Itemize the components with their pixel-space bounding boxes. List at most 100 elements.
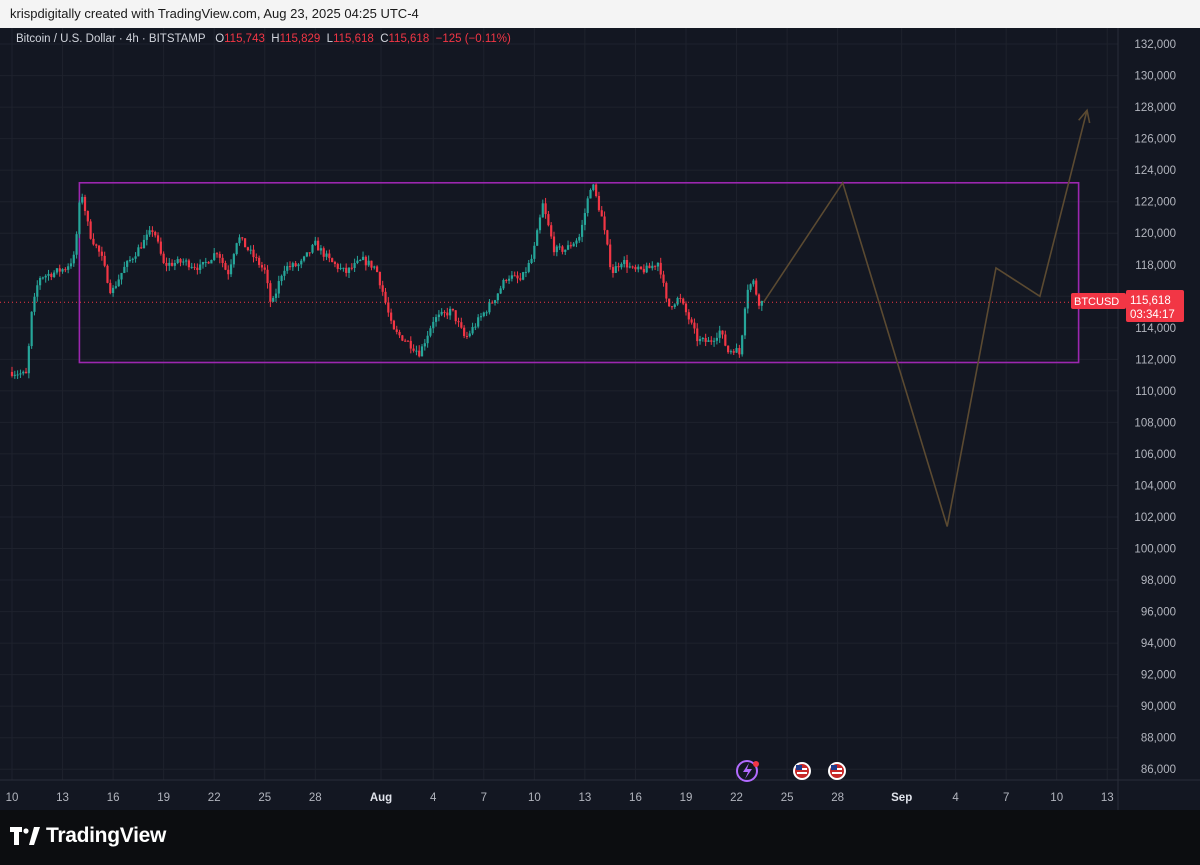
candle-body (631, 266, 634, 268)
x-tick-label: 25 (258, 792, 271, 804)
x-tick-label: 19 (680, 792, 693, 804)
candle-body (721, 330, 724, 335)
y-tick-label: 128,000 (1134, 102, 1176, 114)
candle-body (580, 224, 584, 237)
candle-body (760, 300, 763, 306)
candle-body (89, 221, 92, 239)
candle-body (449, 308, 452, 316)
candle-body (142, 239, 146, 249)
candle-body (112, 287, 115, 294)
candle-body (325, 253, 328, 257)
y-tick-label: 90,000 (1141, 701, 1176, 713)
candle-body (566, 245, 570, 250)
candle-body (123, 266, 126, 273)
candle-body (423, 343, 426, 347)
x-tick-label: 13 (579, 792, 592, 804)
candle-body (434, 317, 438, 322)
y-tick-label: 108,000 (1134, 417, 1176, 429)
candle-body (302, 256, 306, 261)
candle-body (294, 263, 297, 267)
y-tick-label: 110,000 (1135, 386, 1176, 398)
us-flag-event-icon-2[interactable] (828, 762, 846, 780)
candle-body (715, 337, 718, 341)
lightning-event-icon[interactable] (736, 760, 759, 782)
candle-body (232, 254, 235, 265)
close-value: 115,618 (388, 33, 430, 45)
candle-body (651, 265, 654, 269)
candle-body (55, 268, 59, 273)
x-tick-label: 13 (56, 792, 69, 804)
candle-body (145, 234, 148, 240)
candle-body (665, 282, 668, 299)
candle-body (291, 263, 294, 268)
open-label: O (215, 33, 225, 45)
candle-body (384, 291, 387, 303)
candle-body (623, 259, 626, 264)
candle-body (609, 244, 612, 268)
candle-body (83, 196, 87, 212)
candle-body (561, 246, 564, 252)
candle-body (457, 321, 460, 323)
candle-body (148, 230, 151, 235)
candle-body (378, 271, 381, 286)
candle-body (241, 237, 244, 239)
candle-body (639, 266, 643, 269)
candle-body (277, 281, 280, 294)
candle-body (64, 269, 67, 271)
x-tick-label: 22 (208, 792, 221, 804)
symbol-label: Bitcoin / U.S. Dollar · 4h · BITSTAMP (16, 33, 206, 45)
x-tick-label: 28 (309, 792, 322, 804)
candle-body (317, 240, 320, 251)
y-tick-label: 132,000 (1134, 39, 1176, 51)
candle-body (381, 285, 384, 292)
chart-area[interactable]: 132,000 130,000 128,000 126,000 124,000 122,0… (0, 28, 1200, 810)
y-tick-label: 106,000 (1134, 449, 1176, 461)
x-tick-label: 7 (1003, 792, 1009, 804)
x-tick-label: 10 (6, 792, 19, 804)
candle-body (95, 244, 98, 246)
candle-body (387, 302, 390, 313)
x-tick-label: 16 (107, 792, 120, 804)
candle-body (331, 258, 334, 263)
price-chart[interactable]: 132,000 130,000 128,000 126,000 124,000 122,0… (0, 28, 1200, 810)
candle-body (749, 284, 752, 290)
candle-body (659, 262, 662, 275)
candle-body (30, 311, 33, 347)
candle-body (353, 263, 356, 269)
candle-body (454, 310, 457, 322)
candle-body (600, 210, 603, 217)
candle-body (670, 306, 674, 308)
axis-separators (0, 28, 1200, 810)
candle-body (159, 241, 162, 254)
candle-body (583, 213, 586, 225)
x-tick-label: 22 (730, 792, 743, 804)
candle-body (625, 259, 629, 268)
us-flag-event-icon[interactable] (793, 762, 811, 780)
candle-body (533, 245, 536, 259)
candle-body (592, 184, 595, 190)
candle-body (50, 273, 53, 277)
candle-body (693, 322, 696, 329)
candle-body (544, 203, 547, 215)
candle-body (409, 340, 412, 349)
x-tick-label: 10 (1050, 792, 1063, 804)
candle-body (100, 251, 103, 256)
candle-body (243, 238, 247, 248)
candle-body (218, 254, 221, 258)
candle-body (586, 198, 589, 214)
candle-body (288, 266, 292, 268)
y-tick-label: 94,000 (1141, 638, 1176, 650)
candle-body (227, 269, 230, 275)
low-label: L (326, 33, 334, 45)
x-tick-label: 28 (831, 792, 844, 804)
candle-body (502, 280, 505, 289)
candle-body (33, 296, 36, 312)
candle-body (541, 203, 544, 218)
candle-body (38, 278, 42, 286)
tradingview-logo[interactable]: TradingView (10, 824, 166, 848)
candle-body (398, 331, 401, 336)
consolidation-range-box[interactable] (78, 181, 1080, 364)
projected-path-line[interactable] (762, 110, 1088, 527)
candle-body (406, 340, 410, 342)
candle-body (173, 263, 176, 266)
